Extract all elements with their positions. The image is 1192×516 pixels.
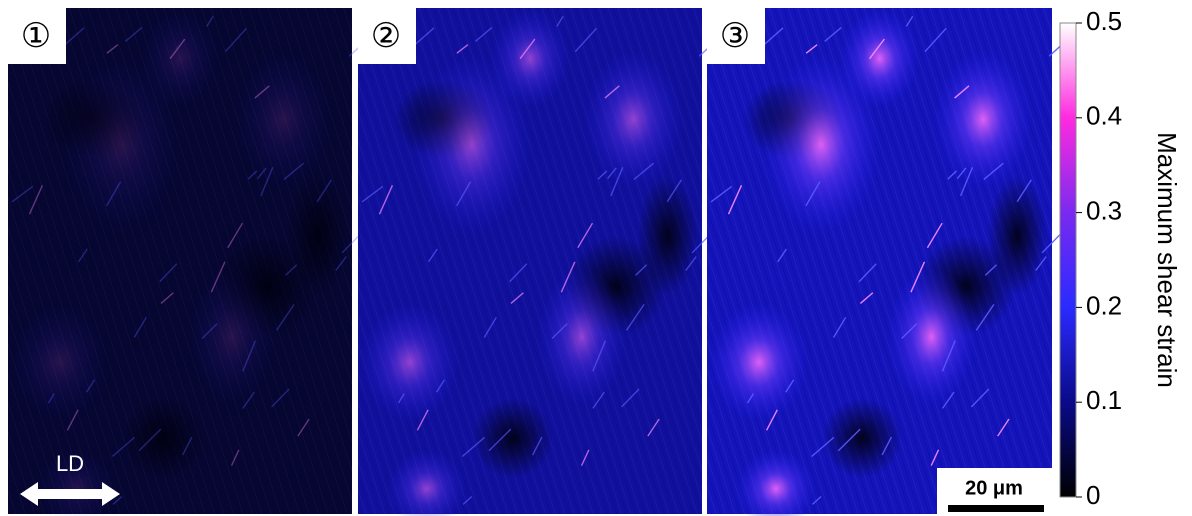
low-strain-region (638, 176, 698, 296)
panel-label: ② (371, 17, 401, 55)
colorbar-gradient (1060, 23, 1076, 497)
colorbar-tick-label: 0 (1086, 480, 1100, 510)
high-strain-region (537, 267, 627, 407)
colorbar-tick-label: 0.2 (1086, 290, 1122, 320)
colorbar-tick-label: 0.4 (1086, 101, 1122, 131)
strain-map: ① (8, 8, 372, 516)
colorbar-label: Maximum shear strain (1152, 132, 1182, 388)
strain-map: ② (358, 8, 722, 516)
scale-bar: 20 μm (937, 468, 1052, 514)
high-strain-region (886, 267, 976, 407)
direction-label: LD (56, 451, 84, 476)
colorbar-tick-label: 0.5 (1086, 6, 1122, 36)
high-strain-region (187, 267, 277, 407)
colorbar: Maximum shear strain 0 0.1 0.2 0.3 0.4 0.5 (1060, 6, 1182, 510)
strain-map: ③ (707, 8, 1072, 516)
low-strain-region (288, 176, 348, 296)
figure: ① ② ③ LD 20 μm Maximum shear strain 0 0.1 0.2 0… (0, 0, 1192, 516)
panel-label: ① (21, 17, 51, 55)
high-strain-region (583, 49, 683, 189)
scale-bar-label: 20 μm (965, 477, 1023, 499)
scale-bar-line (948, 505, 1044, 512)
panel-label: ③ (720, 17, 750, 55)
strain-maps: ① ② ③ LD 20 μm (8, 8, 1072, 516)
high-strain-region (360, 302, 460, 422)
low-strain-region (988, 176, 1048, 296)
high-strain-region (933, 49, 1033, 189)
page: ① ② ③ LD 20 μm Maximum shear strain 0 0.1 0.2 0… (0, 0, 1192, 516)
high-strain-region (233, 49, 333, 189)
high-strain-region (709, 302, 809, 422)
colorbar-tick-label: 0.3 (1086, 195, 1122, 225)
colorbar-tick-label: 0.1 (1086, 385, 1122, 415)
high-strain-region (10, 302, 110, 422)
